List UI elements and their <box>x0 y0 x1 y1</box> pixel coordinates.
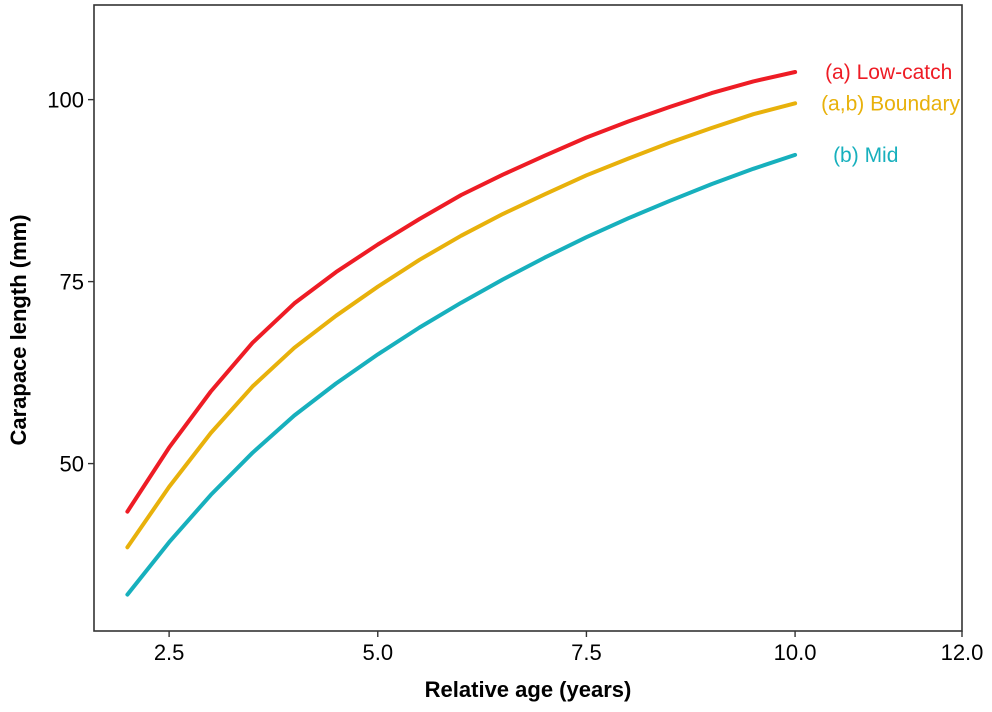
x-tick-label: 2.5 <box>154 640 185 665</box>
y-tick-label: 50 <box>60 452 84 477</box>
series-label: (b) Mid <box>833 144 898 167</box>
x-tick-label: 5.0 <box>362 640 393 665</box>
series-line <box>125 70 798 514</box>
y-axis-title: Carapace length (mm) <box>6 214 31 445</box>
lines-layer <box>125 70 798 597</box>
series-line <box>125 101 798 550</box>
series-line <box>125 152 798 597</box>
x-axis-title: Relative age (years) <box>425 677 632 702</box>
ticks-layer: 2.5 5.0 7.5 10.0 12.0 50 75 100 <box>47 88 983 665</box>
series-label: (a,b) Boundary <box>821 92 960 115</box>
y-tick-label: 100 <box>47 88 84 113</box>
x-tick-label: 10.0 <box>774 640 817 665</box>
labels-layer: (a) Low-catch (a,b) Boundary (b) Mid <box>821 61 960 167</box>
series-label: (a) Low-catch <box>825 61 952 84</box>
x-tick-label: 12.0 <box>941 640 984 665</box>
plot-panel-frame <box>93 4 963 632</box>
y-tick-label: 75 <box>60 270 84 295</box>
x-tick-label: 7.5 <box>571 640 602 665</box>
